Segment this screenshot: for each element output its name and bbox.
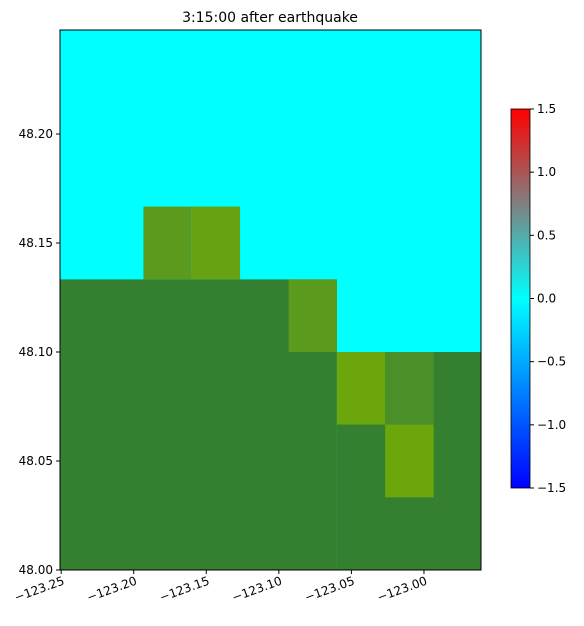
y-tick-label: 48.00 xyxy=(19,563,53,577)
colorbar-tick-label: −1.0 xyxy=(537,418,566,432)
y-tick-label: 48.20 xyxy=(19,127,53,141)
grid-cell xyxy=(288,279,337,352)
colorbar-tick-label: −0.5 xyxy=(537,355,566,369)
plot-frame xyxy=(59,29,482,571)
x-tick-label: −123.15 xyxy=(158,574,212,605)
grid-cell xyxy=(385,424,434,498)
x-tick-label: −123.25 xyxy=(12,574,66,605)
grid-cell xyxy=(336,351,386,425)
x-tick-label: −123.20 xyxy=(85,574,139,605)
y-tick-label: 48.10 xyxy=(19,345,53,359)
colorbar-tick-label: −1.5 xyxy=(537,481,566,495)
x-tick-label: −123.05 xyxy=(303,574,357,605)
y-tick-label: 48.15 xyxy=(19,236,53,250)
colorbar xyxy=(510,108,531,489)
colorbar-tick-label: 0.0 xyxy=(537,292,556,306)
x-tick-label: −123.00 xyxy=(375,574,429,605)
grid-cell xyxy=(143,206,192,280)
grid-cell xyxy=(191,206,241,280)
y-tick-label: 48.05 xyxy=(19,454,53,468)
colorbar-tick-label: 0.5 xyxy=(537,228,556,242)
chart-title: 3:15:00 after earthquake xyxy=(182,10,358,26)
grid-cell xyxy=(385,351,434,425)
colorbar-tick-label: 1.5 xyxy=(537,102,556,116)
colorbar-tick-label: 1.0 xyxy=(537,165,556,179)
x-tick-label: −123.10 xyxy=(230,574,284,605)
